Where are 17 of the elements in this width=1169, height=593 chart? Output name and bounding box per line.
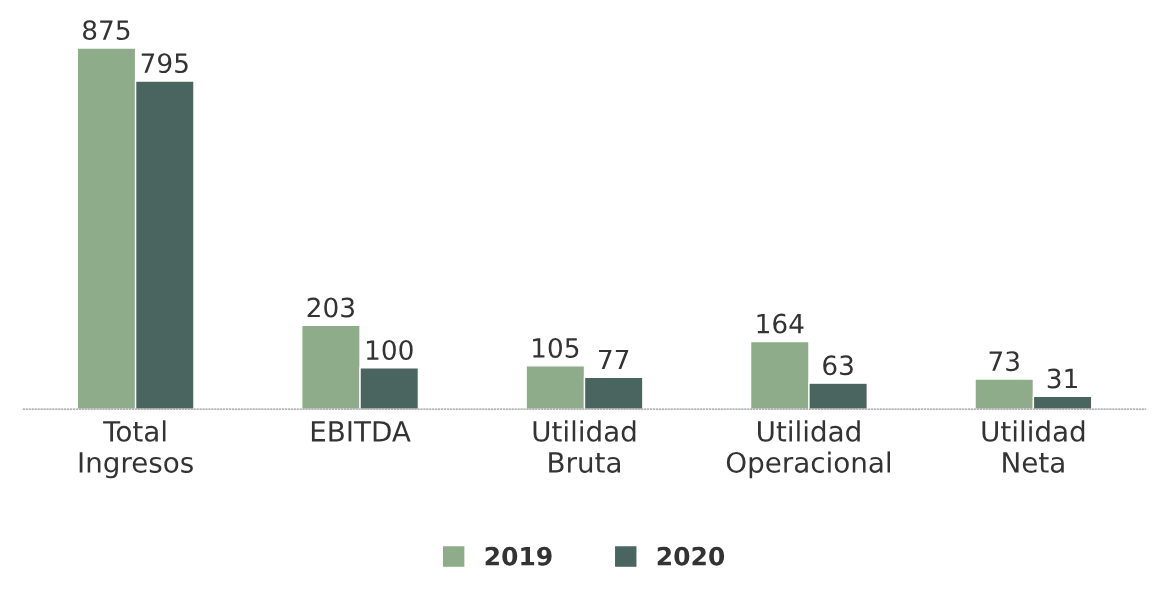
x-tick-label: Utilidad Operacional: [726, 420, 891, 479]
x-tick-label: EBITDA: [311, 421, 411, 442]
data-label: 73: [989, 351, 1019, 372]
data-label: 77: [599, 349, 629, 370]
data-label: 63: [823, 355, 853, 376]
legend-label: 2019: [485, 546, 552, 566]
legend-label: 2020: [657, 546, 725, 566]
x-tick-label: Utilidad Neta: [982, 420, 1085, 473]
x-tick-label: Utilidad Bruta: [533, 420, 636, 473]
data-label: 203: [307, 297, 354, 318]
data-label: 105: [533, 337, 579, 358]
data-label: 164: [757, 313, 804, 334]
data-label: 100: [366, 340, 413, 360]
data-label: 875: [83, 20, 130, 41]
x-tick-label: Total Ingresos: [79, 420, 193, 479]
data-label: 31: [1047, 368, 1077, 389]
data-label: 795: [141, 53, 188, 74]
